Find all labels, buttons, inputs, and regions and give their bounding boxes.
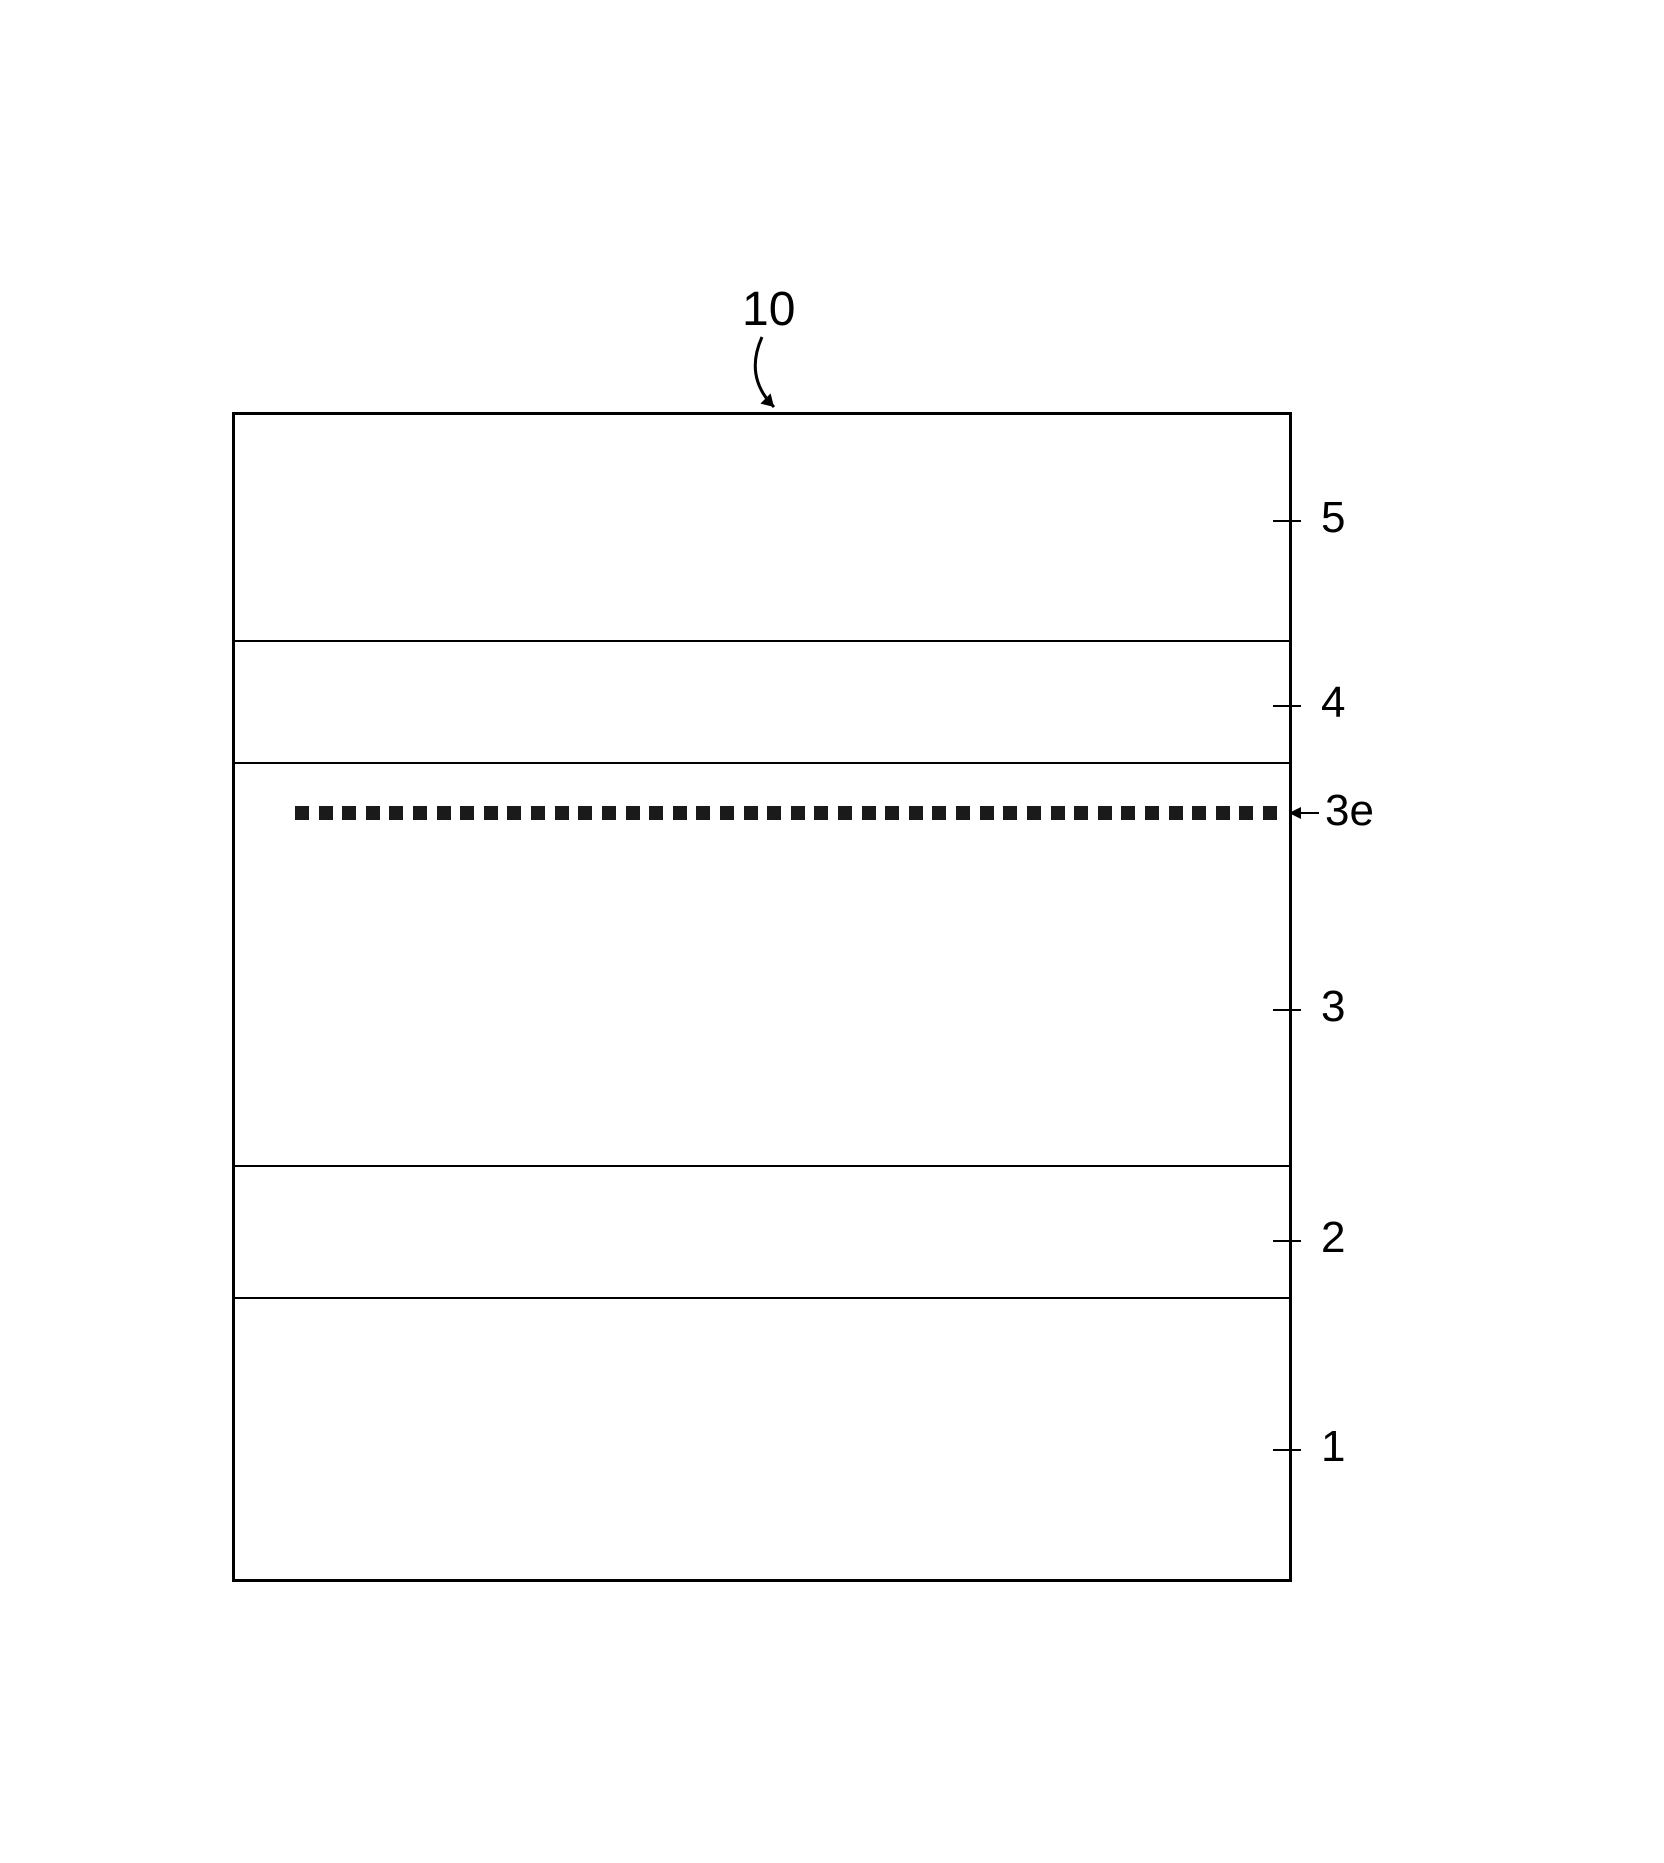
layer-3-label: 3	[1321, 982, 1345, 1032]
layer-4: 4	[232, 642, 1292, 764]
layer-4-label: 4	[1321, 678, 1345, 728]
label-3e: 3e	[1325, 786, 1374, 836]
layer-1: 1	[232, 1299, 1292, 1582]
layer-3: 33e	[232, 764, 1292, 1167]
layer-2-label: 2	[1321, 1213, 1345, 1263]
layer-2-tick	[1273, 1240, 1301, 1242]
layer-1-label: 1	[1321, 1422, 1345, 1472]
leader-arrow-icon	[734, 332, 814, 422]
layer-3-tick	[1273, 1009, 1301, 1011]
reference-number: 10	[742, 282, 795, 337]
layer-4-tick	[1273, 705, 1301, 707]
diagram-container: 10 5433e21	[232, 282, 1432, 1582]
layer-stack: 5433e21	[232, 412, 1292, 1582]
layer-5: 5	[232, 412, 1292, 642]
top-reference-area: 10	[232, 282, 1432, 412]
arrow-3e-icon	[1289, 803, 1325, 823]
dashed-line-3e	[295, 806, 1277, 820]
layer-5-tick	[1273, 520, 1301, 522]
layer-2: 2	[232, 1167, 1292, 1299]
layer-1-tick	[1273, 1449, 1301, 1451]
layer-5-label: 5	[1321, 493, 1345, 543]
